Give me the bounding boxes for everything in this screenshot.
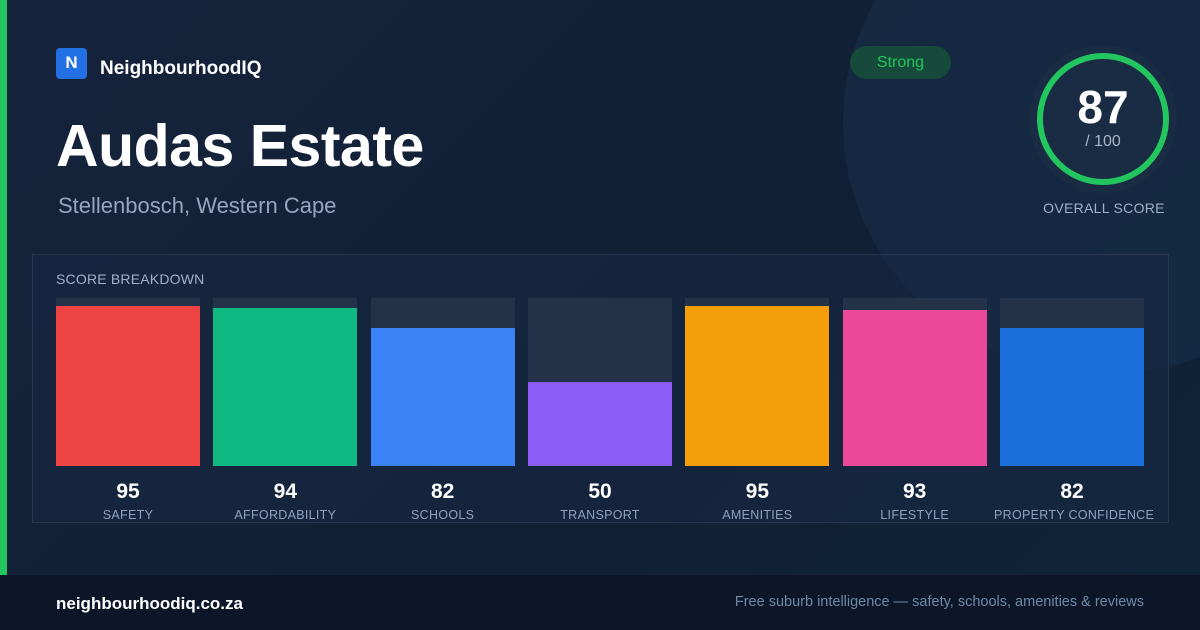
brand-name: NeighbourhoodIQ [100, 58, 262, 79]
score-bar-amenities: 95 AMENITIES [685, 298, 830, 523]
overall-score-label: OVERALL SCORE [1043, 200, 1165, 216]
bar-label: AFFORDABILITY [234, 508, 337, 522]
footer-tagline: Free suburb intelligence — safety, schoo… [734, 594, 1144, 610]
brand-logo-icon: N [56, 47, 87, 79]
bar-label: TRANSPORT [560, 508, 640, 522]
suburb-title: Audas Estate [56, 113, 424, 179]
bar-track [56, 298, 200, 466]
bar-track [1000, 298, 1144, 466]
score-breakdown-title: SCORE BREAKDOWN [56, 271, 205, 287]
overall-score-ring: 87 / 100 [1028, 44, 1178, 194]
score-bar-safety: 95 SAFETY [56, 298, 200, 523]
bar-track [213, 298, 358, 466]
bar-fill [56, 306, 200, 466]
bar-label: PROPERTY CONFIDENCE [994, 508, 1155, 522]
brand: N NeighbourhoodIQ [56, 46, 261, 80]
bar-value: 94 [273, 480, 297, 503]
bar-label: SAFETY [102, 508, 154, 522]
bar-fill [213, 308, 358, 466]
bar-fill [842, 310, 987, 466]
footer-url[interactable]: neighbourhoodiq.co.za [56, 594, 243, 613]
score-bar-lifestyle: 93 LIFESTYLE [842, 298, 987, 523]
bar-value: 95 [116, 480, 140, 503]
bar-value: 82 [430, 480, 455, 503]
score-bar-transport: 50 TRANSPORT [528, 298, 672, 523]
bar-fill [528, 382, 672, 466]
bar-fill [1000, 328, 1144, 466]
rating-badge: Strong [850, 46, 951, 79]
bar-track [370, 298, 515, 466]
bar-track [528, 298, 672, 466]
bar-label: LIFESTYLE [880, 508, 949, 522]
bar-value: 82 [1060, 480, 1084, 503]
overall-score-value: 87 [1077, 81, 1129, 133]
score-bar-property-confidence: 82 PROPERTY CONFIDENCE [994, 298, 1154, 523]
score-ring-graphic [1029, 45, 1177, 193]
score-bar-schools: 82 SCHOOLS [370, 298, 515, 523]
bar-track [842, 298, 987, 466]
footer: neighbourhoodiq.co.za Free suburb intell… [0, 575, 1200, 630]
bar-fill [685, 306, 830, 466]
bar-value: 50 [588, 480, 612, 503]
score-ring-progress [1037, 53, 1169, 185]
bar-value: 93 [902, 480, 927, 503]
bar-label: SCHOOLS [411, 508, 475, 522]
bar-value: 95 [745, 480, 769, 503]
score-bar-affordability: 94 AFFORDABILITY [213, 298, 358, 523]
bar-label: AMENITIES [722, 508, 793, 522]
accent-bar [0, 0, 7, 575]
bar-track [685, 298, 830, 466]
bar-fill [370, 328, 515, 466]
overall-score-max: / 100 [1085, 133, 1121, 150]
score-breakdown-bars: 95 SAFETY 94 AFFORDABILITY 82 SCHOOLS 50 TRANSP… [56, 298, 1154, 523]
suburb-location: Stellenbosch, Western Cape [58, 193, 337, 218]
